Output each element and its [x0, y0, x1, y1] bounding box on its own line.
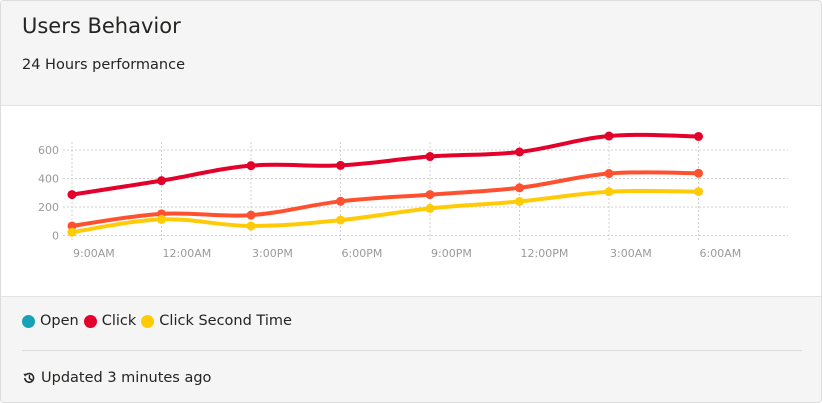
x-tick-label: 6:00AM	[700, 247, 742, 260]
footer-divider	[22, 350, 802, 351]
y-tick-label: 400	[38, 173, 59, 186]
x-tick-label: 9:00AM	[73, 247, 115, 260]
legend-label-open: Open	[40, 313, 79, 329]
series-3-point	[604, 187, 614, 197]
series-3-point	[67, 227, 77, 237]
card-title: Users Behavior	[22, 14, 181, 38]
y-tick-label: 600	[38, 144, 59, 157]
series-2-point	[425, 190, 435, 200]
update-status: Updated 3 minutes ago	[22, 370, 211, 386]
series-1-point	[246, 161, 256, 171]
series-2-point	[336, 196, 345, 206]
series-line-3	[70, 188, 701, 235]
series-2-point	[515, 183, 524, 193]
series-2-point	[694, 168, 703, 178]
card-subtitle: 24 Hours performance	[22, 57, 186, 73]
legend-item-click-second-time: Click Second Time	[141, 313, 292, 329]
series-3-point	[157, 214, 166, 224]
series-1-point	[157, 176, 166, 186]
legend-click-second-time-circle-icon	[141, 314, 155, 328]
series-2-point	[67, 221, 77, 231]
x-tick-label: 12:00PM	[521, 247, 569, 260]
legend-item-click: Click	[83, 313, 137, 329]
legend-click-circle-icon	[83, 314, 97, 328]
series-1-point	[604, 131, 614, 141]
legend-open-circle-icon	[22, 314, 35, 328]
x-tick-label: 6:00PM	[342, 247, 383, 260]
series-1-point	[336, 160, 345, 170]
card-header: Users Behavior 24 Hours performance	[1, 1, 821, 106]
series-3-point	[425, 203, 435, 213]
series-line-1	[70, 132, 701, 197]
update-status-text: Updated 3 minutes ago	[41, 370, 212, 386]
legend-item-open: Open	[22, 313, 79, 329]
series-1-point	[67, 190, 77, 200]
series-1-point	[425, 152, 435, 162]
series-3-point	[515, 196, 524, 206]
series-3-point	[246, 221, 256, 231]
series-2-point	[604, 169, 614, 179]
x-tick-label: 3:00PM	[252, 247, 293, 260]
series-1-point	[515, 147, 524, 157]
series-2-point	[246, 210, 256, 220]
series-line-2	[70, 170, 701, 228]
series-3-point	[694, 187, 703, 197]
x-tick-label: 9:00PM	[431, 247, 472, 260]
chart-legend: Open Click Click Second Time	[22, 313, 297, 329]
legend-label-click-second-time: Click Second Time	[159, 313, 292, 329]
line-chart: 0 200 400 600 9:00AM 12:00AM 3:00PM 6:00PM 9:00P…	[1, 106, 821, 296]
y-tick-label: 200	[38, 201, 59, 214]
card-footer: Open Click Click Second Time Updated 3 m…	[1, 296, 821, 402]
series-1-point	[694, 131, 703, 141]
chart-svg: 0 200 400 600 9:00AM 12:00AM 3:00PM 6:00PM 9:00P…	[38, 131, 788, 260]
x-tick-label: 12:00AM	[163, 247, 212, 260]
x-tick-label: 3:00AM	[610, 247, 652, 260]
series-3-point	[336, 215, 345, 225]
y-tick-label: 0	[52, 230, 59, 243]
legend-label-click: Click	[101, 313, 137, 329]
history-icon	[23, 372, 35, 384]
